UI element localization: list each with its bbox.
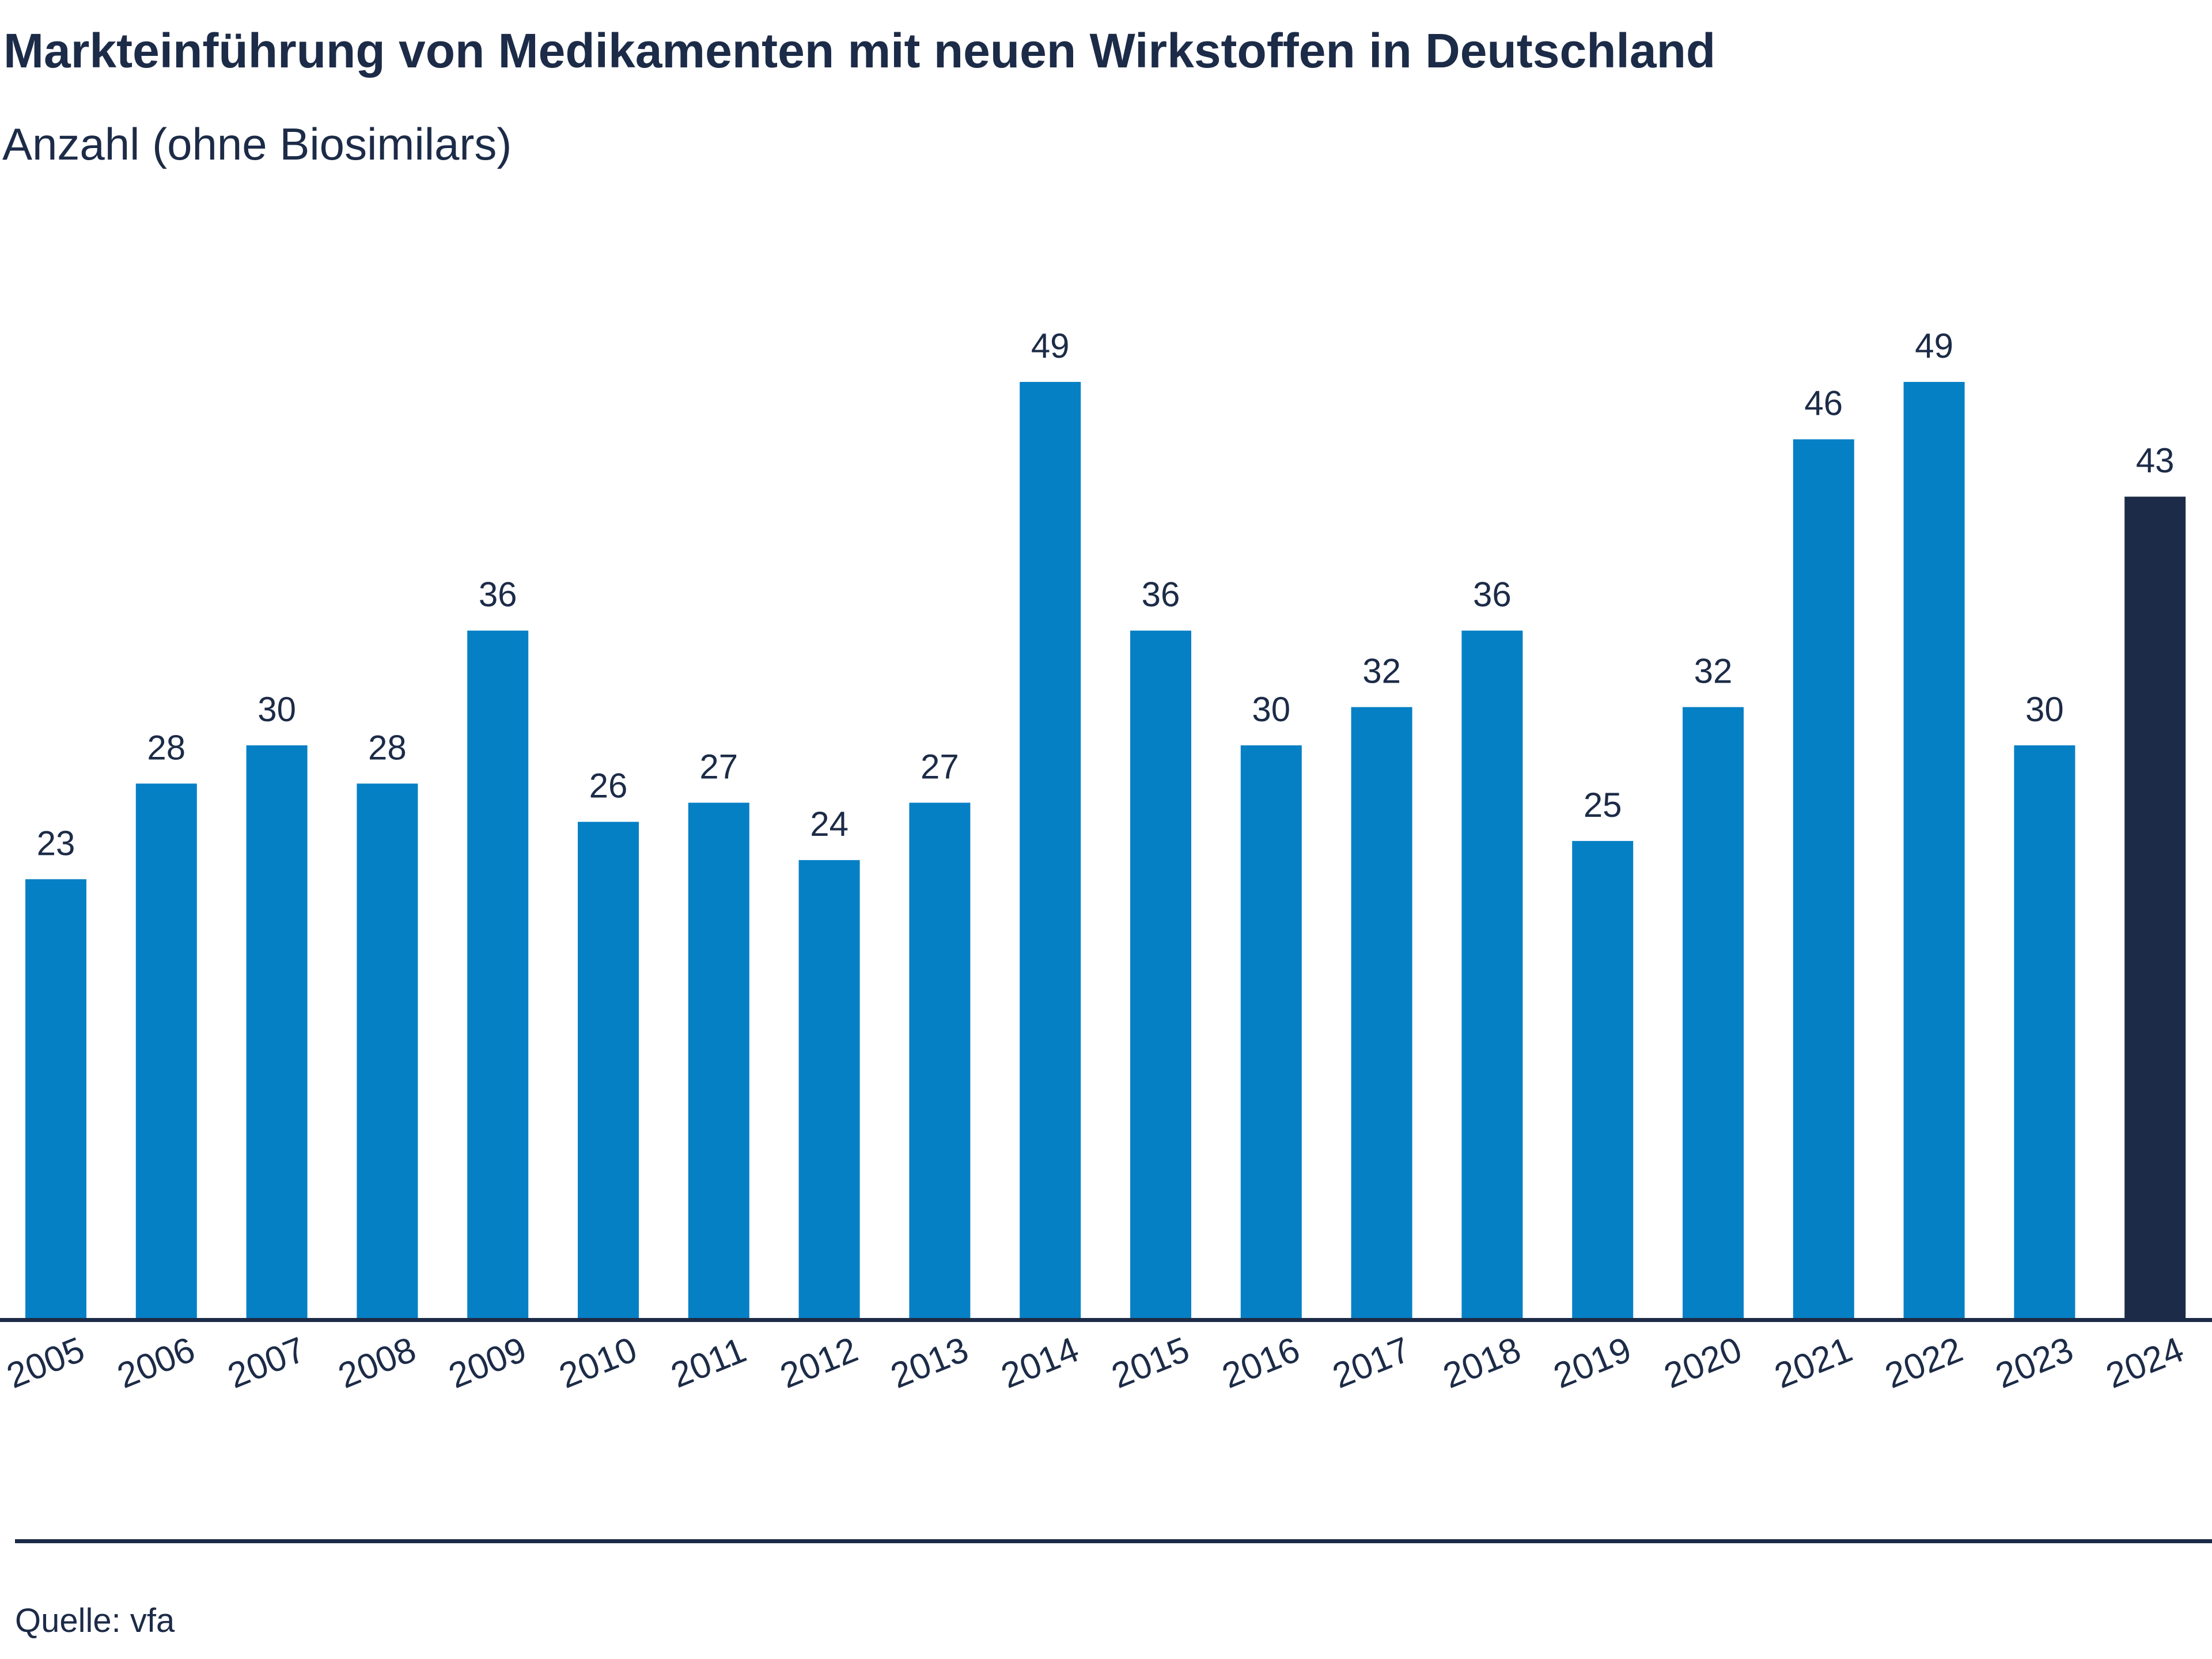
x-tick-label-2008: 2008: [333, 1330, 422, 1396]
data-label-2023: 30: [2025, 690, 2064, 729]
bar-chart: 23 2005 28 2006 30 2007 28 2008 36 2009 26 2010 27 20…: [0, 327, 2212, 1396]
data-label-2006: 28: [147, 728, 185, 767]
x-tick-label-2014: 2014: [996, 1330, 1085, 1396]
x-tick-label-2021: 2021: [1769, 1330, 1858, 1396]
source-note: Quelle: vfa: [15, 1602, 175, 1639]
x-tick-label-2019: 2019: [1548, 1330, 1637, 1396]
bar-2010: [578, 821, 639, 1319]
bar-2014: [1020, 382, 1081, 1319]
data-label-2010: 26: [589, 767, 628, 805]
bar-2013: [909, 802, 971, 1319]
x-tick-label-2024: 2024: [2101, 1330, 2190, 1396]
data-label-2013: 27: [921, 748, 959, 786]
data-label-2022: 49: [1915, 327, 1953, 365]
bar-2015: [1130, 630, 1191, 1319]
bar-2008: [357, 783, 418, 1319]
x-tick-label-2012: 2012: [775, 1330, 863, 1396]
footer-divider: [15, 1539, 2212, 1543]
data-label-2008: 28: [368, 728, 407, 767]
bar-2005: [25, 879, 86, 1319]
x-tick-label-2023: 2023: [1990, 1330, 2079, 1396]
bar-2021: [1793, 439, 1854, 1319]
bar-2017: [1351, 707, 1412, 1319]
bar-2007: [246, 745, 308, 1319]
data-label-2014: 49: [1031, 327, 1070, 365]
x-axis-line: [0, 1318, 2212, 1322]
x-tick-label-2015: 2015: [1106, 1330, 1195, 1396]
data-label-2007: 30: [257, 690, 296, 729]
bar-2006: [135, 783, 197, 1319]
bar-2018: [1461, 630, 1523, 1319]
bar-2012: [798, 860, 860, 1319]
data-label-2024: 43: [2136, 441, 2175, 480]
bar-2020: [1683, 707, 1744, 1319]
data-label-2005: 23: [37, 824, 75, 862]
x-tick-label-2016: 2016: [1217, 1330, 1305, 1396]
x-tick-label-2009: 2009: [444, 1330, 532, 1396]
chart-subtitle: Anzahl (ohne Biosimilars): [2, 119, 512, 169]
x-tick-label-2018: 2018: [1438, 1330, 1527, 1396]
x-tick-label-2020: 2020: [1658, 1330, 1747, 1396]
data-label-2015: 36: [1142, 575, 1180, 614]
chart-title: Markteinführung von Medikamenten mit neu…: [3, 24, 1716, 78]
data-label-2011: 27: [699, 748, 738, 786]
bar-2024: [2124, 497, 2186, 1320]
data-label-2012: 24: [810, 805, 849, 843]
bar-2016: [1240, 745, 1302, 1319]
bar-2019: [1572, 840, 1634, 1319]
data-label-2009: 36: [479, 575, 517, 614]
bar-2009: [467, 630, 529, 1319]
x-tick-label-2022: 2022: [1880, 1330, 1968, 1396]
x-tick-label-2007: 2007: [222, 1330, 311, 1396]
x-tick-label-2011: 2011: [665, 1330, 751, 1396]
data-label-2017: 32: [1362, 652, 1401, 691]
data-label-2021: 46: [1804, 384, 1843, 423]
data-label-2020: 32: [1694, 652, 1733, 691]
bar-2011: [688, 802, 749, 1319]
x-tick-label-2006: 2006: [112, 1330, 200, 1396]
data-label-2019: 25: [1584, 786, 1622, 824]
x-tick-label-2010: 2010: [554, 1330, 642, 1396]
data-label-2016: 30: [1252, 690, 1290, 729]
bar-2023: [2014, 745, 2075, 1319]
x-tick-label-2013: 2013: [885, 1330, 974, 1396]
x-tick-label-2017: 2017: [1327, 1330, 1416, 1396]
x-tick-label-2005: 2005: [1, 1330, 90, 1396]
bar-2022: [1903, 382, 1965, 1319]
data-label-2018: 36: [1473, 575, 1512, 614]
